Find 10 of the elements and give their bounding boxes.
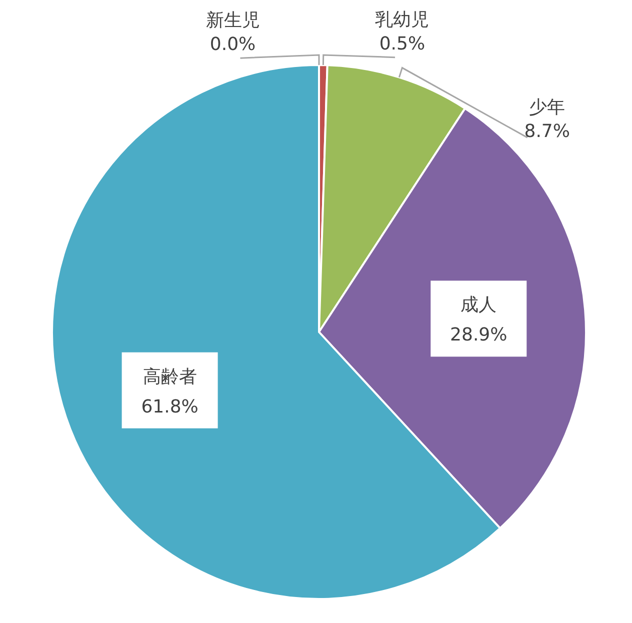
slice-label: 乳幼児 [375,9,430,30]
data-label: 0.5% [379,33,426,54]
category-label: 新生児 [206,10,260,32]
data-label: 61.8% [141,396,198,418]
slice-label: 成人 [460,294,497,316]
slice-label: 少年 [529,97,566,118]
data-label: 28.9% [450,324,508,346]
slice-label: 高齢者 [142,366,197,388]
text: 0.0% [210,34,256,56]
data-label: 8.7% [524,121,570,142]
